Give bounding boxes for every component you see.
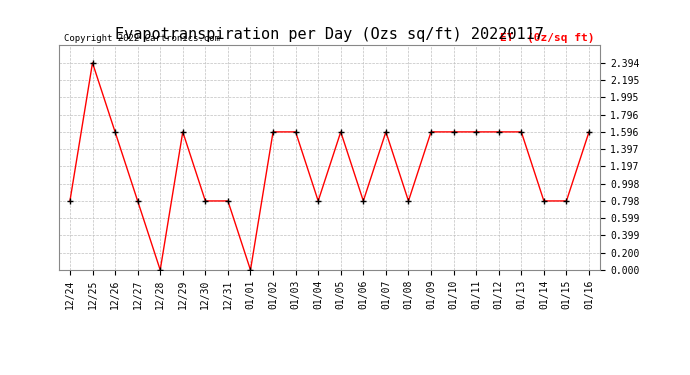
Text: ET  (0z/sq ft): ET (0z/sq ft) — [500, 33, 595, 43]
Title: Evapotranspiration per Day (Ozs sq/ft) 20220117: Evapotranspiration per Day (Ozs sq/ft) 2… — [115, 27, 544, 42]
Text: Copyright 2022 Cartronics.com: Copyright 2022 Cartronics.com — [64, 34, 220, 43]
